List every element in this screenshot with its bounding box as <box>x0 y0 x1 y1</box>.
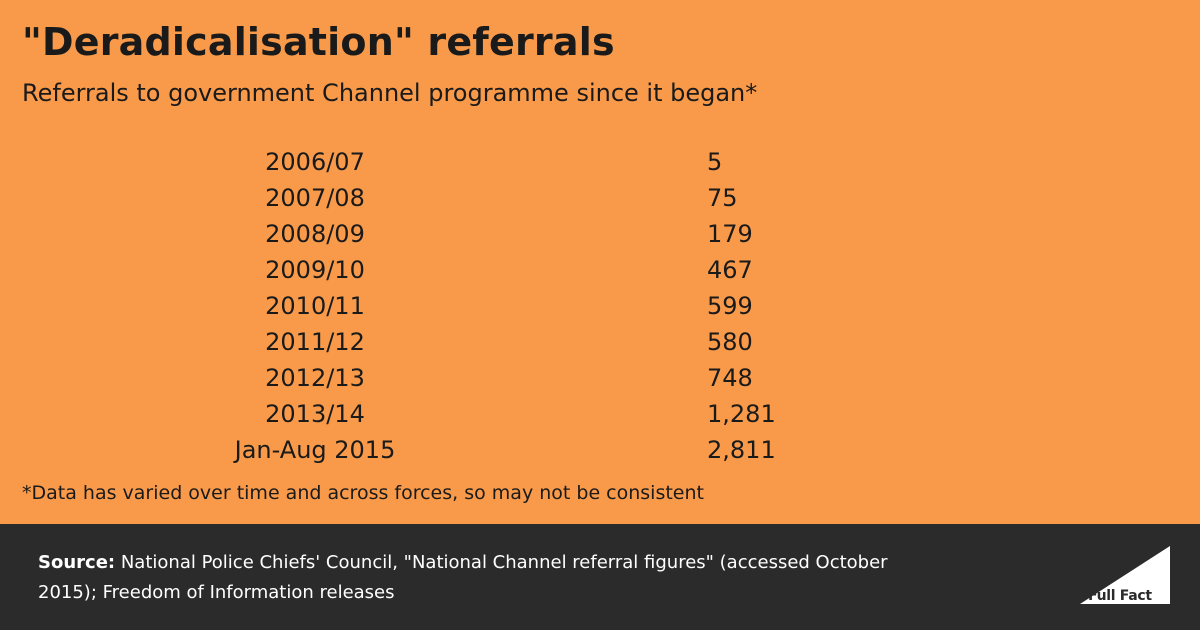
full-fact-logo: Full Fact <box>1078 546 1172 606</box>
table-row: 2011/12 580 <box>0 326 1200 362</box>
period-cell: 2013/14 <box>265 400 365 428</box>
value-cell: 179 <box>707 220 753 248</box>
table-row: 2012/13 748 <box>0 362 1200 398</box>
value-cell: 467 <box>707 256 753 284</box>
period-cell: 2010/11 <box>265 292 365 320</box>
table-row: Jan-Aug 2015 2,811 <box>0 434 1200 470</box>
period-cell: 2006/07 <box>265 148 365 176</box>
source-text: National Police Chiefs' Council, "Nation… <box>38 552 888 603</box>
source-footer: Source: National Police Chiefs' Council,… <box>0 524 1200 630</box>
value-cell: 1,281 <box>707 400 776 428</box>
value-cell: 748 <box>707 364 753 392</box>
chart-title: "Deradicalisation" referrals <box>22 20 615 64</box>
value-cell: 2,811 <box>707 436 776 464</box>
period-cell: 2008/09 <box>265 220 365 248</box>
chart-subtitle: Referrals to government Channel programm… <box>22 79 758 107</box>
period-cell: 2011/12 <box>265 328 365 356</box>
logo-triangle-icon <box>1080 546 1170 604</box>
source-label: Source: <box>38 552 116 573</box>
value-cell: 599 <box>707 292 753 320</box>
footnote: *Data has varied over time and across fo… <box>22 482 704 504</box>
source-note: Source: National Police Chiefs' Council,… <box>38 548 938 608</box>
logo-text: Full Fact <box>1088 588 1152 604</box>
table-row: 2006/07 5 <box>0 146 1200 182</box>
table-row: 2007/08 75 <box>0 182 1200 218</box>
value-cell: 580 <box>707 328 753 356</box>
chart-panel: "Deradicalisation" referrals Referrals t… <box>0 20 1200 504</box>
period-cell: 2007/08 <box>265 184 365 212</box>
value-cell: 5 <box>707 148 723 176</box>
table-row: 2009/10 467 <box>0 254 1200 290</box>
table-row: 2010/11 599 <box>0 290 1200 326</box>
table-row: 2008/09 179 <box>0 218 1200 254</box>
period-cell: 2009/10 <box>265 256 365 284</box>
table-row: 2013/14 1,281 <box>0 398 1200 434</box>
value-cell: 75 <box>707 184 738 212</box>
period-cell: Jan-Aug 2015 <box>234 436 396 464</box>
period-cell: 2012/13 <box>265 364 365 392</box>
